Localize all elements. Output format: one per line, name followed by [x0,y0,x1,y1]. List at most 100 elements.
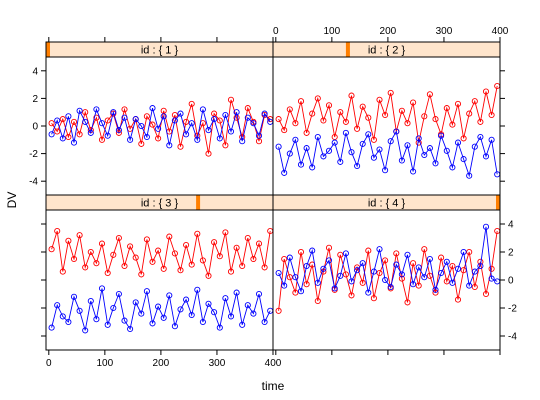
y-tick-label-right: 2 [508,248,514,259]
series-1-point [471,283,478,291]
strip-background [46,42,273,57]
series-2-point [227,313,235,320]
panel-4: id : { 4 } [272,194,501,351]
y-tick-label-left: 0 [32,122,38,133]
y-tick-label-left: -4 [29,177,38,188]
series-2-point [314,279,321,286]
series-2-point [460,156,467,163]
panel-2: id : { 2 } [272,41,501,196]
series-2-point [87,297,94,305]
series-2-point [132,299,139,306]
series-2-point [127,136,134,143]
series-1-point [93,260,100,267]
x-tick-label-top: 200 [380,26,397,37]
series-2-point [426,255,433,263]
series-1-point [205,150,212,157]
series-2-point [320,153,327,160]
series-2-point [166,142,173,149]
series-2-point [303,262,310,270]
series-1-point [303,281,310,288]
series-2-point [194,136,201,143]
series-2-point [205,127,212,134]
series-2-point [370,268,377,275]
series-1-point [342,118,349,125]
series-1-point [188,100,195,107]
series-1-point [171,250,178,257]
strip-level-indicator [196,195,201,210]
series-1-point [432,289,439,296]
series-1-point [177,267,184,274]
series-2-point [393,128,400,135]
series-2-point [205,300,212,307]
series-1-point [261,264,268,271]
series-2-point [387,138,394,145]
series-1-point [482,88,490,95]
panel-border [272,209,501,351]
series-1-point [110,251,117,258]
series-2-point [211,116,218,123]
series-2-point [466,172,473,179]
series-1-point [325,244,333,251]
series-2-point [199,106,206,113]
series-1-line [51,99,271,154]
series-1-point [449,121,456,128]
series-2-point [286,254,293,261]
x-axis-title: time [262,379,285,393]
series-2-point [421,274,428,281]
series-1-point [104,269,111,277]
series-1-point [104,117,111,124]
series-1-point [376,96,383,103]
series-2-point [275,269,282,277]
series-2-line [278,226,498,293]
series-2-point [138,122,145,130]
series-1-point [59,268,66,275]
series-2-point [275,143,282,150]
series-2-point [471,268,478,275]
series-1-point [382,111,389,119]
series-1-point [286,106,293,113]
series-1-point [314,297,321,305]
series-1-point [138,140,145,147]
series-1-point [477,118,484,125]
series-2-point [104,321,111,328]
panel-1: id : { 1 } [45,41,274,196]
series-1-line [278,230,498,311]
series-2-point [250,310,257,317]
series-1-point [460,135,467,142]
series-1-point [348,292,355,299]
series-1-point [239,262,246,270]
series-2-point [292,136,299,143]
series-2-point [216,324,223,331]
y-axis-title: DV [5,192,19,209]
series-2-point [239,321,246,328]
series-2-point [183,296,190,303]
series-1-point [410,99,417,106]
series-1-point [54,227,61,235]
series-1-point [93,114,100,121]
series-2-point [261,110,268,117]
series-2-point [365,131,372,138]
series-1-point [309,110,316,117]
series-2-point [342,250,349,257]
series-2-point [82,327,89,334]
series-2-line [51,107,271,146]
series-2-point [281,169,288,176]
x-tick-label-top: 300 [436,26,453,37]
strip-label: id : { 1 } [141,45,179,57]
series-2-point [415,264,422,271]
series-2-point [460,248,467,256]
series-1-point [275,307,282,314]
series-2-point [177,306,184,313]
series-1-point [255,240,263,247]
x-tick-label-top: 100 [324,26,341,37]
series-1-point [404,120,411,127]
series-2-point [143,288,150,295]
series-2-point [337,158,344,165]
x-tick-label-top: 400 [492,26,509,37]
series-1-point [348,92,355,99]
series-2-point [121,317,128,324]
series-1-point [370,295,377,302]
series-1-point [127,243,134,250]
series-2-point [320,265,327,272]
series-1-point [297,248,305,256]
